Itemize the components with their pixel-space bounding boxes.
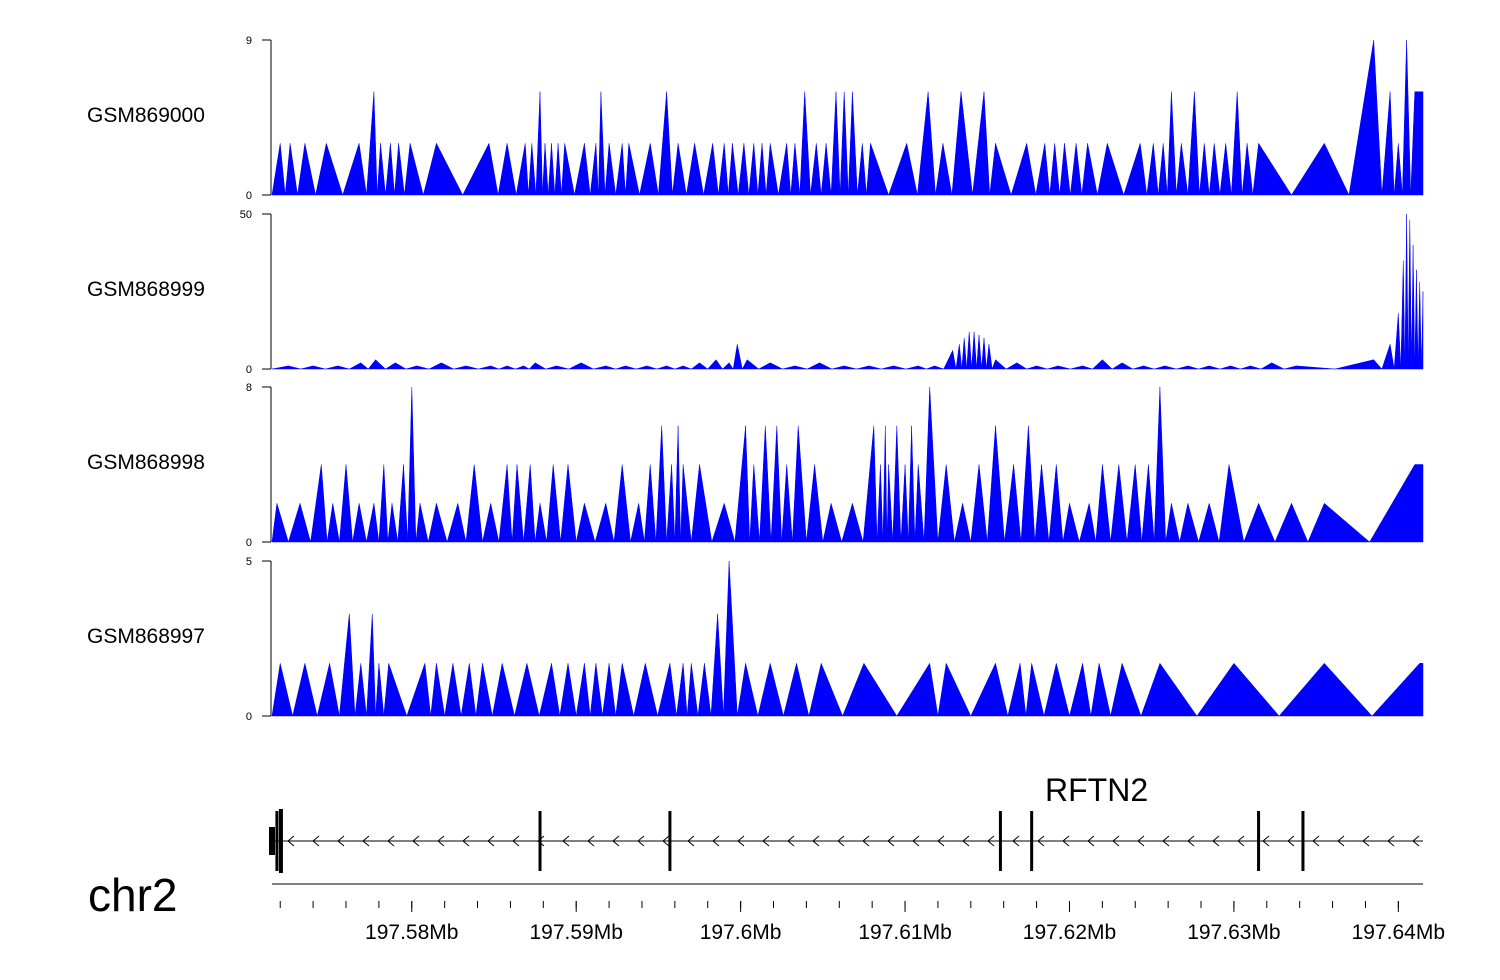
- strand-arrow: [337, 835, 345, 847]
- track-name-label: GSM868997: [87, 625, 205, 648]
- strand-arrow: [1062, 835, 1070, 847]
- track-name-label: GSM868999: [87, 278, 205, 301]
- strand-arrow: [587, 835, 595, 847]
- y-tick-label-max: 50: [240, 209, 252, 221]
- x-tick-label: 197.58Mb: [365, 921, 458, 944]
- x-tick-label: 197.63Mb: [1187, 921, 1280, 944]
- y-tick-label-min: 0: [246, 711, 252, 723]
- strand-arrow: [1037, 835, 1045, 847]
- strand-arrow: [537, 835, 545, 847]
- strand-arrow: [1262, 835, 1270, 847]
- y-tick-label-min: 0: [246, 364, 252, 376]
- strand-arrow: [1287, 835, 1295, 847]
- strand-arrow: [612, 835, 620, 847]
- strand-arrow: [387, 835, 395, 847]
- strand-arrow: [462, 835, 470, 847]
- exon-block: [1301, 811, 1305, 871]
- strand-arrow: [712, 835, 720, 847]
- strand-arrow: [1337, 835, 1345, 847]
- strand-arrow: [412, 835, 420, 847]
- strand-arrow: [362, 835, 370, 847]
- x-tick-label: 197.61Mb: [858, 921, 951, 944]
- strand-arrow: [1387, 835, 1395, 847]
- strand-arrow: [662, 835, 670, 847]
- gene-name-label: RFTN2: [1045, 772, 1148, 808]
- chromosome-label: chr2: [88, 869, 177, 921]
- strand-arrow: [687, 835, 695, 847]
- x-tick-label: 197.62Mb: [1023, 921, 1116, 944]
- strand-arrow: [887, 835, 895, 847]
- coverage-area: [271, 386, 1424, 543]
- strand-arrow: [787, 835, 795, 847]
- y-tick-label-max: 8: [246, 382, 252, 394]
- strand-arrow: [987, 835, 995, 847]
- strand-arrow: [437, 835, 445, 847]
- track-name-label: GSM868998: [87, 451, 205, 474]
- strand-arrow: [1162, 835, 1170, 847]
- exon-block: [1030, 811, 1034, 871]
- strand-arrow: [837, 835, 845, 847]
- genome-axis: chr2 197.58Mb 197.59Mb 197.6Mb 197.61Mb 197.…: [88, 869, 1445, 944]
- strand-arrow: [862, 835, 870, 847]
- track-gsm869000: GSM869000 9 0: [87, 35, 1424, 202]
- exon-block: [668, 811, 672, 871]
- y-tick-label-max: 9: [246, 35, 252, 47]
- x-tick-label: 197.59Mb: [529, 921, 622, 944]
- strand-arrow: [1137, 835, 1145, 847]
- strand-arrow: [937, 835, 945, 847]
- coverage-area: [271, 560, 1424, 717]
- strand-arrow: [562, 835, 570, 847]
- strand-arrow: [1187, 835, 1195, 847]
- exon-block: [1257, 811, 1261, 871]
- exon-block: [998, 811, 1002, 871]
- strand-arrow: [1212, 835, 1220, 847]
- strand-arrow: [312, 835, 320, 847]
- gene-model-track: RFTN2: [269, 772, 1423, 873]
- strand-arrow: [812, 835, 820, 847]
- track-name-label: GSM869000: [87, 104, 205, 127]
- strand-arrow: [1112, 835, 1120, 847]
- exon-block: [269, 827, 275, 855]
- strand-arrow: [1362, 835, 1370, 847]
- y-tick-label-min: 0: [246, 537, 252, 549]
- y-tick-label-min: 0: [246, 190, 252, 202]
- coverage-area: [271, 39, 1424, 196]
- strand-arrow: [1412, 835, 1420, 847]
- exon-block: [278, 809, 283, 873]
- exon-block: [275, 811, 279, 871]
- signal-tracks: GSM86900090GSM868999500GSM86899880GSM868…: [87, 35, 1424, 723]
- strand-arrow: [1087, 835, 1095, 847]
- strand-arrow: [1237, 835, 1245, 847]
- track-gsm868999: GSM868999 50 0: [87, 209, 1424, 376]
- coverage-area: [271, 213, 1424, 370]
- x-tick-label: 197.64Mb: [1352, 921, 1445, 944]
- strand-arrow: [487, 835, 495, 847]
- strand-arrow: [912, 835, 920, 847]
- track-gsm868997: GSM868997 5 0: [87, 556, 1424, 723]
- x-tick-label: 197.6Mb: [700, 921, 782, 944]
- strand-arrow: [962, 835, 970, 847]
- exon-block: [538, 811, 542, 871]
- track-gsm868998: GSM868998 8 0: [87, 382, 1424, 549]
- strand-arrow: [1312, 835, 1320, 847]
- strand-arrow: [512, 835, 520, 847]
- strand-arrow: [637, 835, 645, 847]
- y-tick-label-max: 5: [246, 556, 252, 568]
- strand-arrow: [1012, 835, 1020, 847]
- strand-arrow: [287, 835, 295, 847]
- strand-arrow: [737, 835, 745, 847]
- strand-arrow: [762, 835, 770, 847]
